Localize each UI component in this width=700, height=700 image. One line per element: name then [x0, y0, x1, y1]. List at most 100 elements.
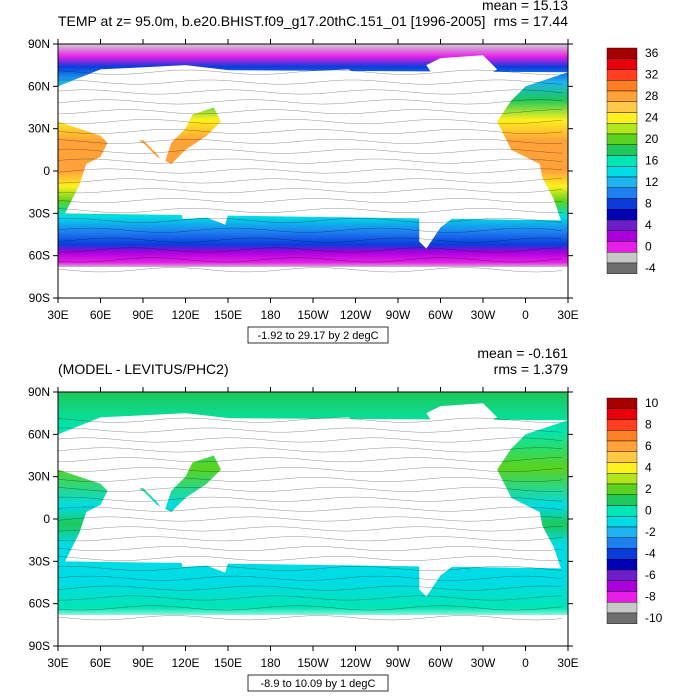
land-mask: [58, 65, 271, 164]
colorbar-swatch: [606, 462, 638, 474]
contour-line: [57, 158, 563, 164]
colorbar-swatch: [606, 419, 638, 431]
colorbar-swatch: [606, 230, 638, 242]
colorbar-swatch: [606, 112, 638, 124]
x-tick-label: 150E: [214, 656, 242, 670]
contour-line: [57, 208, 563, 213]
stat-rms: rms = 17.44: [494, 13, 569, 29]
x-tick-label: 30W: [471, 308, 496, 322]
colorbar-label: 0: [645, 240, 652, 254]
contour-line: [57, 477, 563, 482]
colorbar-swatch: [606, 602, 638, 614]
contour-line: [57, 467, 563, 473]
colorbar-swatch: [606, 166, 638, 178]
y-tick-label: 60S: [29, 597, 50, 611]
colorbar-label: 36: [645, 46, 659, 60]
y-tick-label: 0: [43, 512, 50, 526]
colorbar-swatch: [606, 516, 638, 528]
contour-info: -8.9 to 10.09 by 1 degC: [261, 678, 376, 690]
contour-line: [57, 556, 563, 561]
contour-line: [57, 615, 563, 621]
x-tick-label: 30E: [557, 308, 578, 322]
y-tick-label: 0: [43, 164, 50, 178]
x-tick-label: 60W: [428, 656, 453, 670]
colorbar-label: 20: [645, 132, 659, 146]
contour-line: [57, 178, 563, 184]
x-tick-label: 90E: [132, 656, 153, 670]
colorbar-label: -10: [645, 611, 663, 625]
colorbar-label: -2: [645, 525, 656, 539]
x-tick-label: 180: [260, 656, 280, 670]
colorbar-swatch: [606, 176, 638, 188]
colorbar-swatch: [606, 397, 638, 409]
contour-line: [57, 217, 563, 223]
x-tick-label: 150E: [214, 308, 242, 322]
colorbar-label: 16: [645, 154, 659, 168]
colorbar-label: 0: [645, 504, 652, 518]
x-tick-label: 30E: [557, 656, 578, 670]
contour-line: [57, 69, 563, 75]
contour-line: [57, 247, 563, 253]
colorbar-swatch: [606, 187, 638, 199]
colorbar-swatch: [606, 591, 638, 603]
colorbar-swatch: [606, 69, 638, 81]
contour-info-box: [247, 326, 389, 344]
colorbar-swatch: [606, 58, 638, 70]
colorbar-swatch: [606, 494, 638, 506]
colorbar-label: -6: [645, 568, 656, 582]
x-tick-label: 90E: [132, 308, 153, 322]
y-tick-label: 90S: [29, 639, 50, 653]
colorbar-swatch: [606, 123, 638, 135]
chart-title: TEMP at z= 95.0m, b.e20.BHIST.f09_g17.20…: [58, 13, 485, 29]
stat-rms: rms = 1.379: [494, 361, 569, 377]
colorbar-swatch: [606, 47, 638, 59]
colorbar-label: 28: [645, 89, 659, 103]
contour-line: [57, 595, 563, 601]
contour-line: [57, 546, 563, 552]
colorbar-label: 4: [645, 218, 652, 232]
y-tick-label: 90N: [28, 37, 50, 51]
colorbar-swatch: [606, 209, 638, 221]
colorbar-swatch: [606, 198, 638, 210]
contour-line: [57, 89, 563, 95]
panel-temperature: TEMP at z= 95.0m, b.e20.BHIST.f09_g17.20…: [28, 0, 659, 344]
contour-line: [57, 605, 563, 611]
colorbar-swatch: [606, 408, 638, 420]
colorbar-swatch: [606, 548, 638, 560]
x-tick-label: 90W: [386, 308, 411, 322]
colorbar-swatch: [606, 440, 638, 452]
x-tick-label: 30E: [47, 656, 68, 670]
contour-line: [57, 109, 563, 115]
contour-line: [57, 198, 563, 204]
colorbar-label: 8: [645, 197, 652, 211]
contour-line: [57, 496, 563, 502]
contour-line: [57, 457, 563, 463]
colorbar-label: 24: [645, 111, 659, 125]
x-tick-label: 120E: [171, 308, 199, 322]
stat-mean: mean = 15.13: [482, 0, 568, 13]
colorbar-swatch: [606, 144, 638, 156]
colorbar-swatch: [606, 90, 638, 102]
x-tick-label: 60W: [428, 308, 453, 322]
colorbar-swatch: [606, 580, 638, 592]
y-tick-label: 90S: [29, 291, 50, 305]
contour-line: [57, 575, 563, 581]
contour-line: [57, 237, 563, 243]
stat-mean: mean = -0.161: [477, 345, 568, 361]
contour-line: [57, 257, 563, 263]
x-tick-label: 90W: [386, 656, 411, 670]
contour-line: [57, 227, 563, 233]
contour-line: [57, 447, 563, 453]
x-tick-label: 0: [522, 656, 529, 670]
x-tick-label: 0: [522, 308, 529, 322]
y-tick-label: 30N: [28, 122, 50, 136]
land-mask: [426, 55, 498, 87]
y-tick-label: 30N: [28, 470, 50, 484]
y-tick-label: 60N: [28, 427, 50, 441]
contour-line: [57, 585, 563, 591]
x-tick-label: 180: [260, 308, 280, 322]
colorbar-swatch: [606, 241, 638, 253]
x-tick-label: 30E: [47, 308, 68, 322]
